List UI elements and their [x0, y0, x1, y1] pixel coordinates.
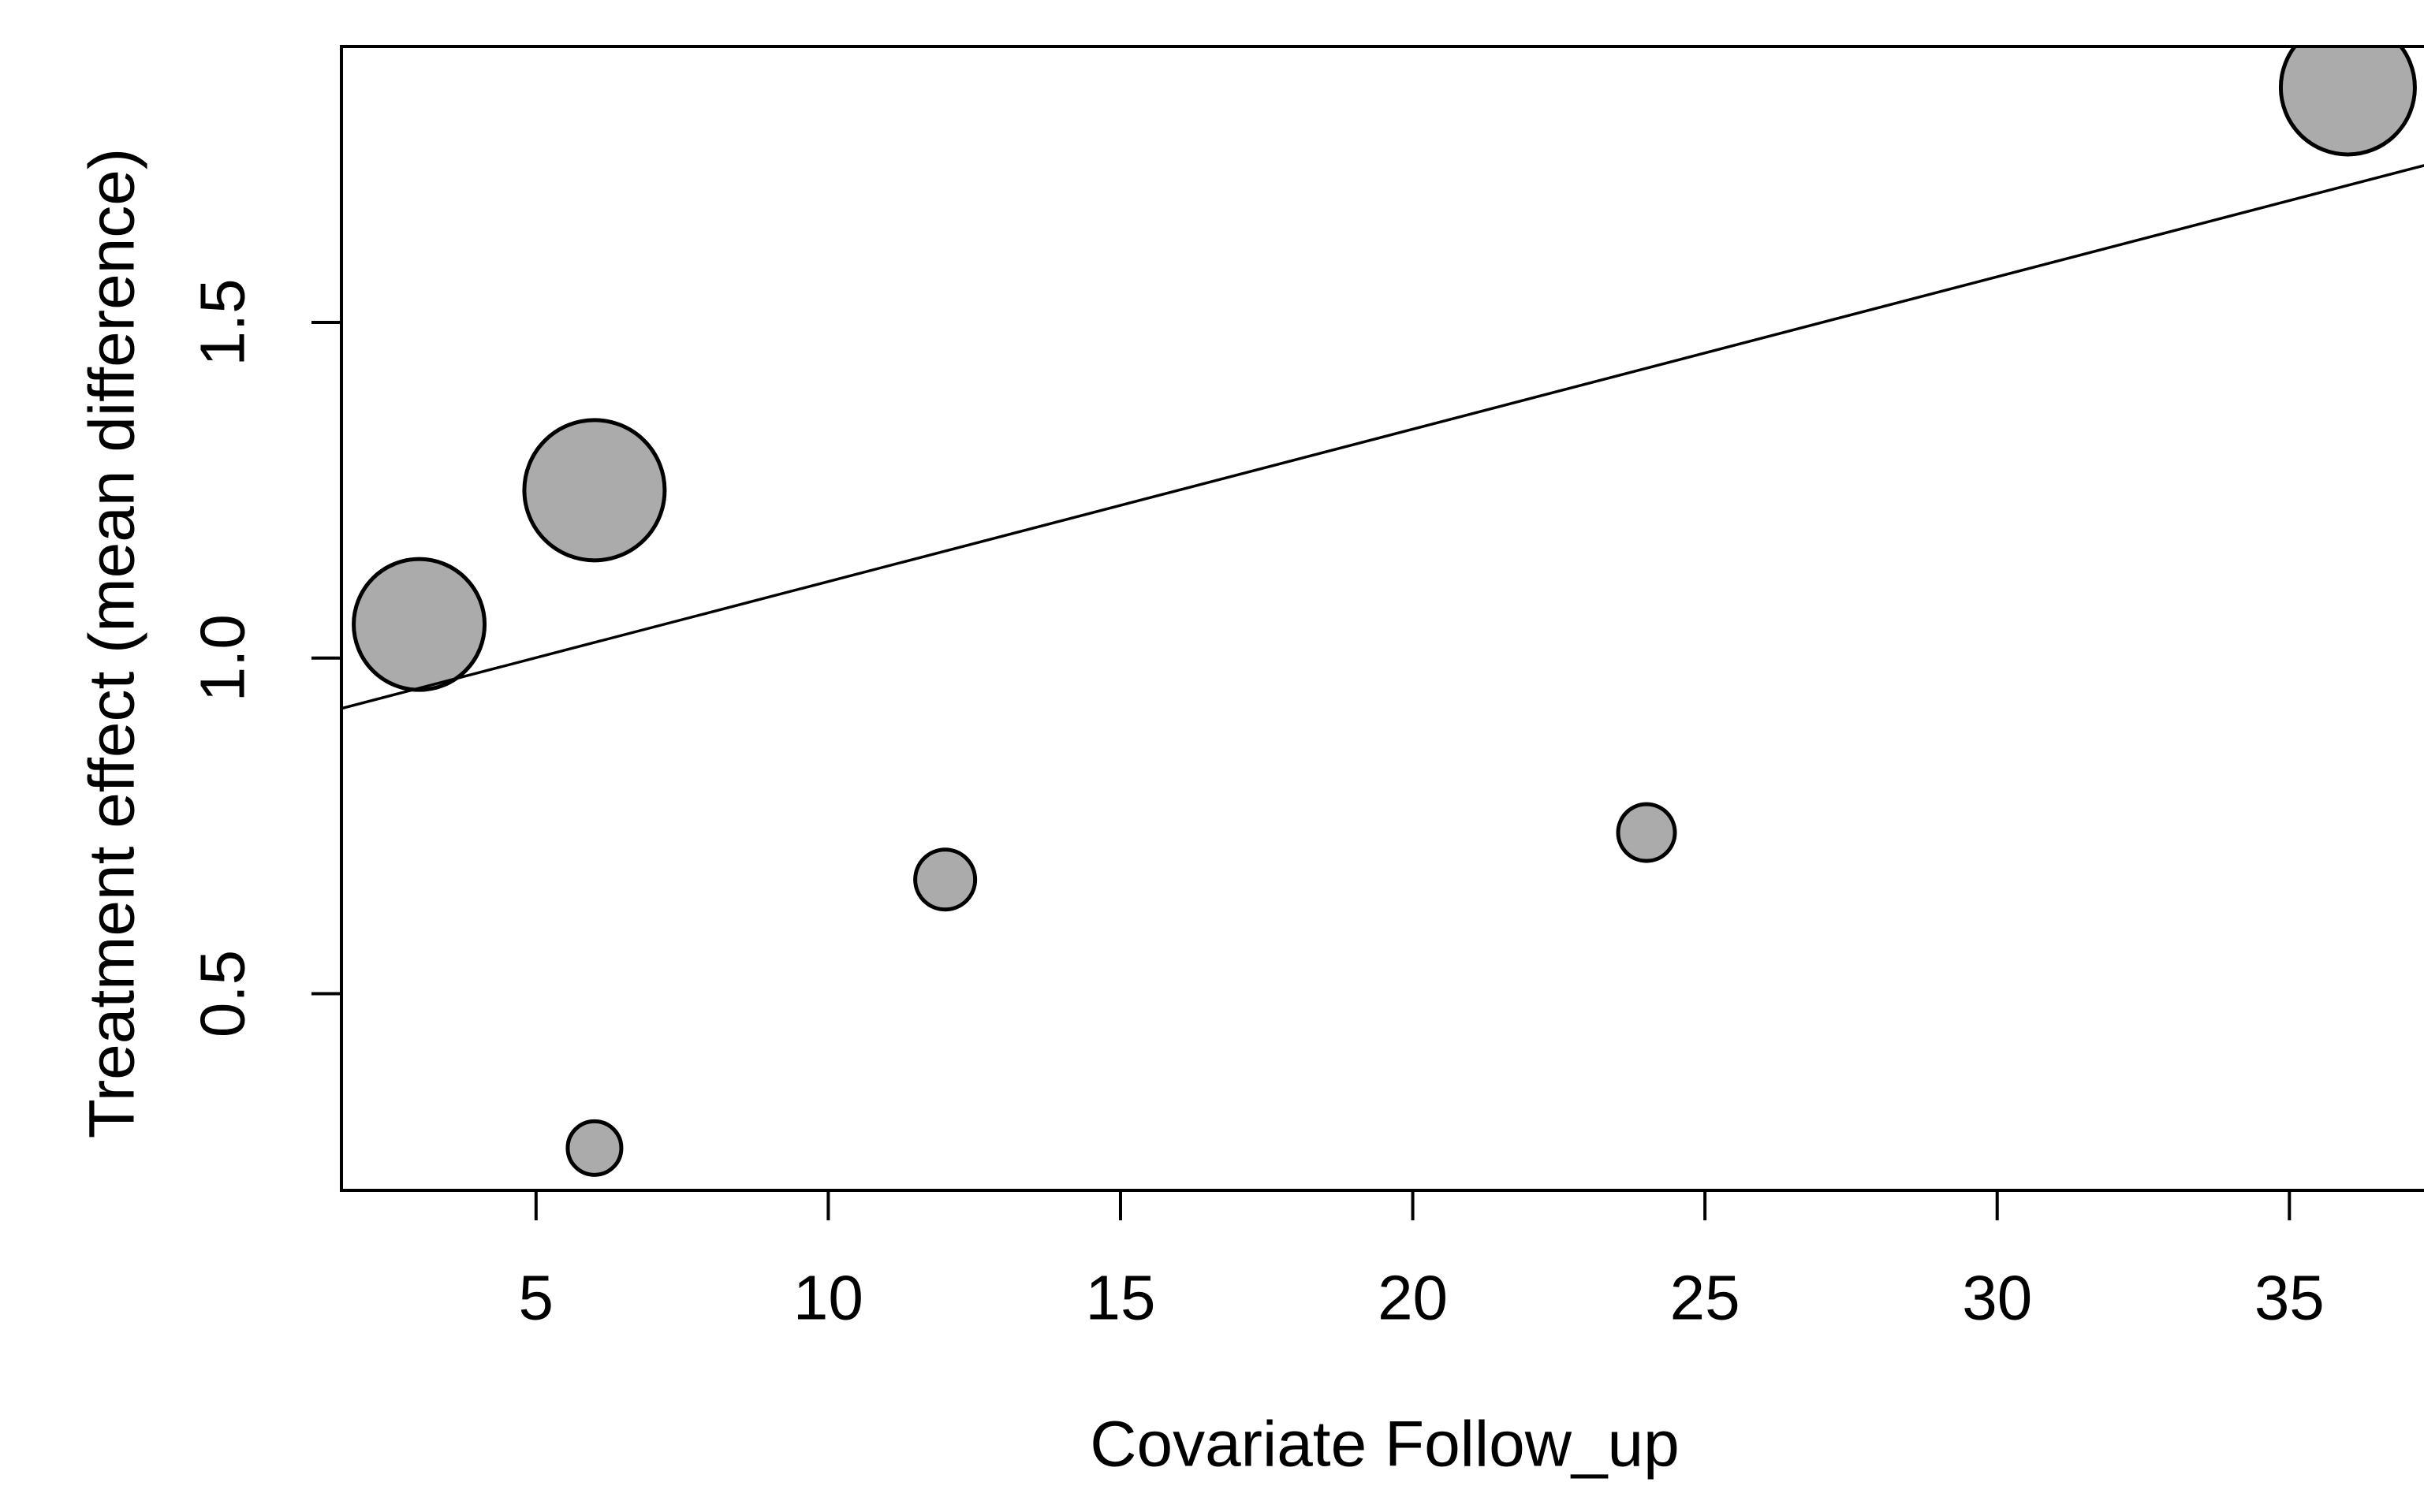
y-axis: 0.5 1.0 1.5 — [188, 278, 341, 1037]
bubble-point — [1616, 802, 1677, 863]
y-axis-title: Treatment effect (mean difference) — [76, 148, 148, 1138]
bubble-point — [565, 1119, 624, 1177]
y-tick-label: 1.5 — [188, 278, 258, 366]
bubble-point — [522, 418, 667, 563]
y-tick-label: 0.5 — [188, 950, 258, 1037]
plot-border — [340, 45, 2424, 1192]
x-tick-label: 35 — [2254, 1263, 2325, 1333]
x-tick-label: 10 — [793, 1263, 863, 1333]
x-axis-title: Covariate Follow_up — [1090, 1409, 1680, 1480]
bubbles-layer — [352, 47, 2417, 1177]
bubble-point — [2278, 47, 2417, 157]
regression-line — [341, 164, 2424, 710]
x-tick-label: 20 — [1378, 1263, 1448, 1333]
bubble-plot-figure: 5 10 15 20 25 30 35 0.5 1.0 1.5 Covariate Follow… — [32, 13, 2424, 1499]
bubble-point — [913, 847, 978, 912]
x-tick-label: 5 — [519, 1263, 554, 1333]
bubble-point — [352, 557, 487, 692]
y-tick-label: 1.0 — [188, 614, 258, 702]
meta-regression-bubble-plot: 5 10 15 20 25 30 35 0.5 1.0 1.5 Covariate Follow… — [76, 45, 2424, 1480]
x-tick-label: 25 — [1670, 1263, 1740, 1333]
x-tick-label: 30 — [1962, 1263, 2032, 1333]
x-tick-label: 15 — [1085, 1263, 1155, 1333]
x-axis: 5 10 15 20 25 30 35 — [519, 1190, 2325, 1333]
